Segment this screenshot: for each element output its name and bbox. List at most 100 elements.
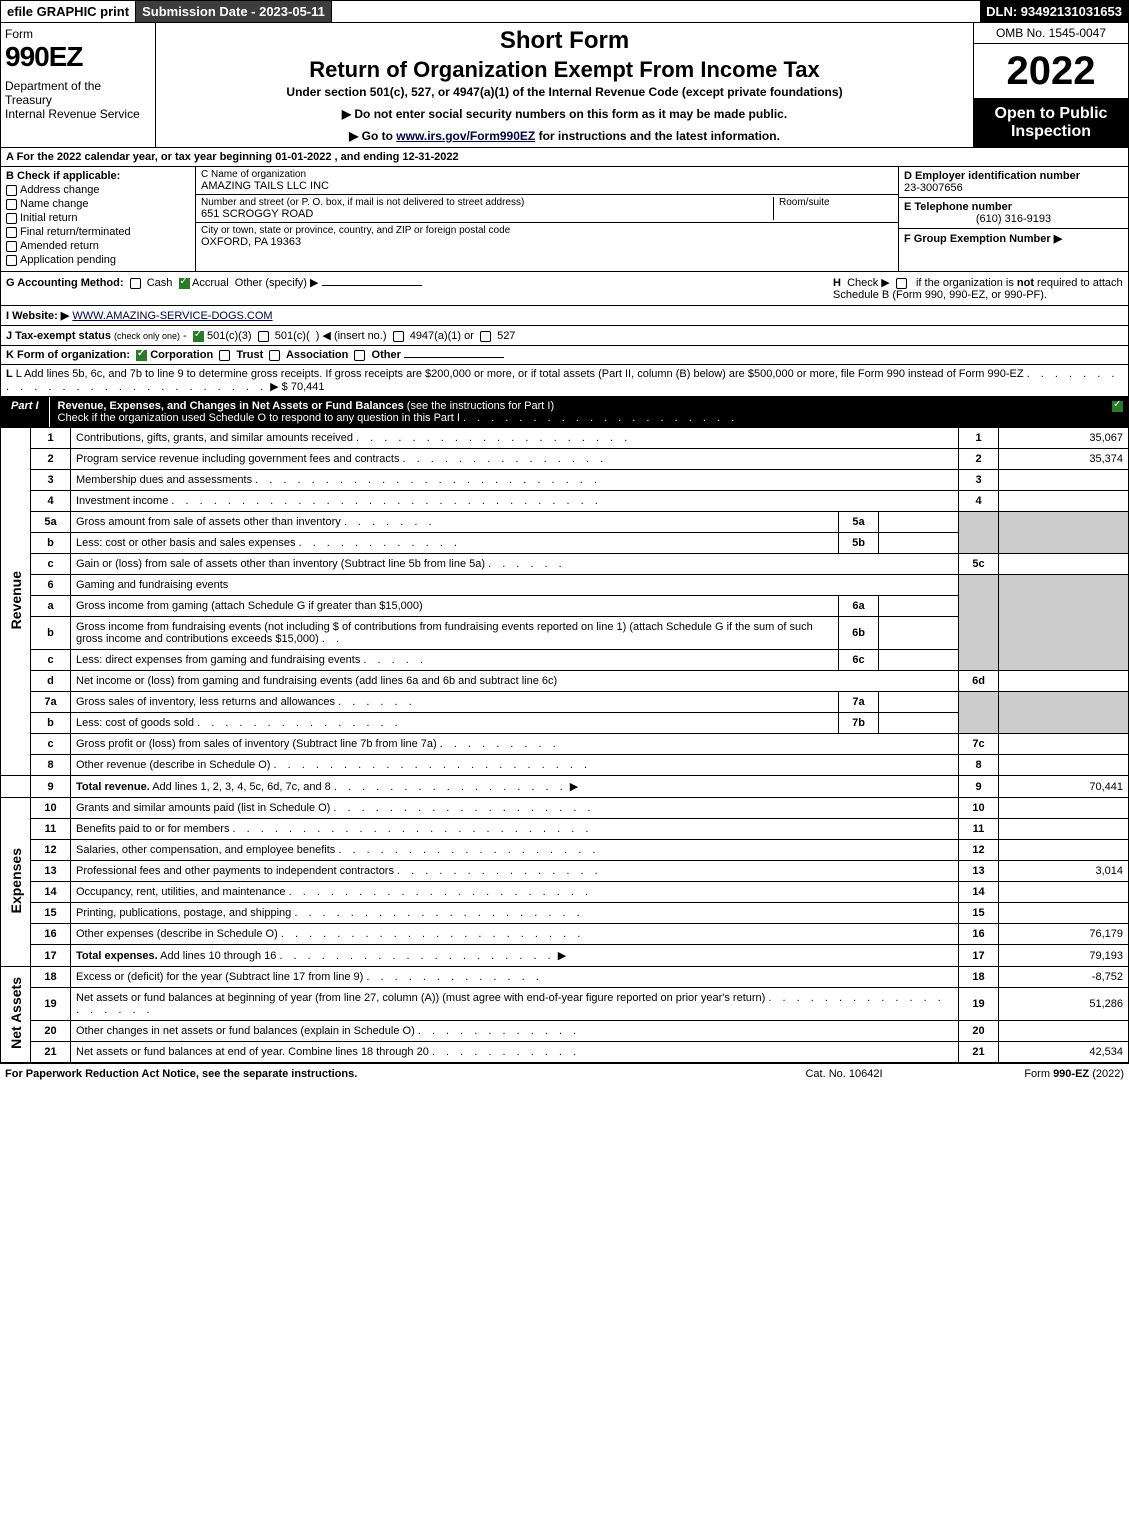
line-desc: Benefits paid to or for members . . . . … <box>71 819 959 840</box>
other-specify-input[interactable] <box>322 285 422 286</box>
line-num: c <box>31 650 71 671</box>
checkbox-icon[interactable] <box>354 350 365 361</box>
irs-link[interactable]: www.irs.gov/Form990EZ <box>396 129 535 143</box>
org-name: AMAZING TAILS LLC INC <box>201 180 893 192</box>
footer-right: Form 990-EZ (2022) <box>944 1068 1124 1080</box>
part1-tab: Part I <box>1 397 50 427</box>
city-row: City or town, state or province, country… <box>196 223 898 250</box>
line-desc: Total revenue. Add lines 1, 2, 3, 4, 5c,… <box>71 776 959 798</box>
checkbox-icon <box>6 213 17 224</box>
dln: DLN: 93492131031653 <box>980 1 1128 22</box>
line-num: 6 <box>31 575 71 596</box>
chk-amended-return[interactable]: Amended return <box>6 240 190 252</box>
group-label: F Group Exemption Number ▶ <box>904 232 1123 245</box>
checkbox-icon <box>6 227 17 238</box>
line-num: d <box>31 671 71 692</box>
netassets-side-label: Net Assets <box>1 967 31 1063</box>
table-row: 20 Other changes in net assets or fund b… <box>1 1021 1129 1042</box>
b-label: B Check if applicable: <box>6 170 190 182</box>
chk-label: Final return/terminated <box>20 226 131 238</box>
checkbox-icon[interactable] <box>269 350 280 361</box>
line-value <box>999 470 1129 491</box>
checkbox-icon[interactable] <box>393 331 404 342</box>
line-desc: Program service revenue including govern… <box>71 449 959 470</box>
part1-title-text: Revenue, Expenses, and Changes in Net As… <box>58 400 404 412</box>
website-link[interactable]: WWW.AMAZING-SERVICE-DOGS.COM <box>72 310 272 322</box>
line-right-num: 11 <box>959 819 999 840</box>
line-value <box>999 554 1129 575</box>
table-row: 3 Membership dues and assessments . . . … <box>1 470 1129 491</box>
checkbox-icon[interactable] <box>219 350 230 361</box>
sub-value <box>879 596 959 617</box>
line-value <box>999 755 1129 776</box>
line-desc: Salaries, other compensation, and employ… <box>71 840 959 861</box>
line-desc: Less: cost or other basis and sales expe… <box>71 533 839 554</box>
line-right-num: 12 <box>959 840 999 861</box>
room-suite: Room/suite <box>773 197 893 220</box>
part1-check-note: Check if the organization used Schedule … <box>58 412 460 424</box>
sub-value <box>879 617 959 650</box>
line-desc: Other revenue (describe in Schedule O) .… <box>71 755 959 776</box>
checkbox-checked-icon[interactable] <box>179 278 190 289</box>
revenue-side-label: Revenue <box>1 428 31 776</box>
checkbox-icon <box>6 255 17 266</box>
grey-cell <box>959 512 999 554</box>
grey-cell <box>999 575 1129 671</box>
line-desc: Less: cost of goods sold . . . . . . . .… <box>71 713 839 734</box>
footer-left: For Paperwork Reduction Act Notice, see … <box>5 1068 744 1080</box>
checkbox-icon[interactable] <box>896 278 907 289</box>
checkbox-checked-icon[interactable] <box>193 331 204 342</box>
line-right-num: 14 <box>959 882 999 903</box>
city-label: City or town, state or province, country… <box>201 225 893 236</box>
table-row: 4 Investment income . . . . . . . . . . … <box>1 491 1129 512</box>
street: 651 SCROGGY ROAD <box>201 208 773 220</box>
table-row: 2 Program service revenue including gove… <box>1 449 1129 470</box>
line-value: 79,193 <box>999 945 1129 967</box>
checkbox-icon[interactable] <box>130 278 141 289</box>
col-d: D Employer identification number 23-3007… <box>898 167 1128 271</box>
table-row: 8 Other revenue (describe in Schedule O)… <box>1 755 1129 776</box>
i-label: I Website: ▶ <box>6 310 69 322</box>
line-value: 51,286 <box>999 988 1129 1021</box>
line-right-num: 19 <box>959 988 999 1021</box>
line-value <box>999 734 1129 755</box>
checkbox-icon[interactable] <box>258 331 269 342</box>
chk-application-pending[interactable]: Application pending <box>6 254 190 266</box>
line-value <box>999 840 1129 861</box>
chk-final-return[interactable]: Final return/terminated <box>6 226 190 238</box>
chk-address-change[interactable]: Address change <box>6 184 190 196</box>
chk-name-change[interactable]: Name change <box>6 198 190 210</box>
line-right-num: 9 <box>959 776 999 798</box>
line-right-num: 4 <box>959 491 999 512</box>
line-value <box>999 491 1129 512</box>
checkbox-icon <box>6 199 17 210</box>
line-right-num: 13 <box>959 861 999 882</box>
top-bar: efile GRAPHIC print Submission Date - 20… <box>0 0 1129 23</box>
line-num: 2 <box>31 449 71 470</box>
line-desc: Net income or (loss) from gaming and fun… <box>71 671 959 692</box>
goto-link[interactable]: ▶ Go to www.irs.gov/Form990EZ for instru… <box>164 129 965 143</box>
checkbox-checked-icon[interactable] <box>136 350 147 361</box>
ein-label: D Employer identification number <box>904 170 1123 182</box>
chk-initial-return[interactable]: Initial return <box>6 212 190 224</box>
spacer <box>1 776 31 798</box>
table-row: 9 Total revenue. Add lines 1, 2, 3, 4, 5… <box>1 776 1129 798</box>
line-num: 3 <box>31 470 71 491</box>
checkbox-icon[interactable] <box>480 331 491 342</box>
grey-cell <box>959 692 999 734</box>
line-value: 70,441 <box>999 776 1129 798</box>
line-right-num: 10 <box>959 798 999 819</box>
line-right-num: 21 <box>959 1042 999 1063</box>
under-section: Under section 501(c), 527, or 4947(a)(1)… <box>164 85 965 99</box>
sub-num: 7a <box>839 692 879 713</box>
other-org-input[interactable] <box>404 357 504 358</box>
part1-check[interactable] <box>1107 397 1128 427</box>
line-value <box>999 798 1129 819</box>
street-row: Number and street (or P. O. box, if mail… <box>196 195 898 223</box>
line-right-num: 17 <box>959 945 999 967</box>
sub-value <box>879 512 959 533</box>
efile-print-button[interactable]: efile GRAPHIC print <box>1 1 136 22</box>
ein-row: D Employer identification number 23-3007… <box>899 167 1128 198</box>
l-amount: ▶ $ 70,441 <box>270 381 324 393</box>
line-num: 18 <box>31 967 71 988</box>
